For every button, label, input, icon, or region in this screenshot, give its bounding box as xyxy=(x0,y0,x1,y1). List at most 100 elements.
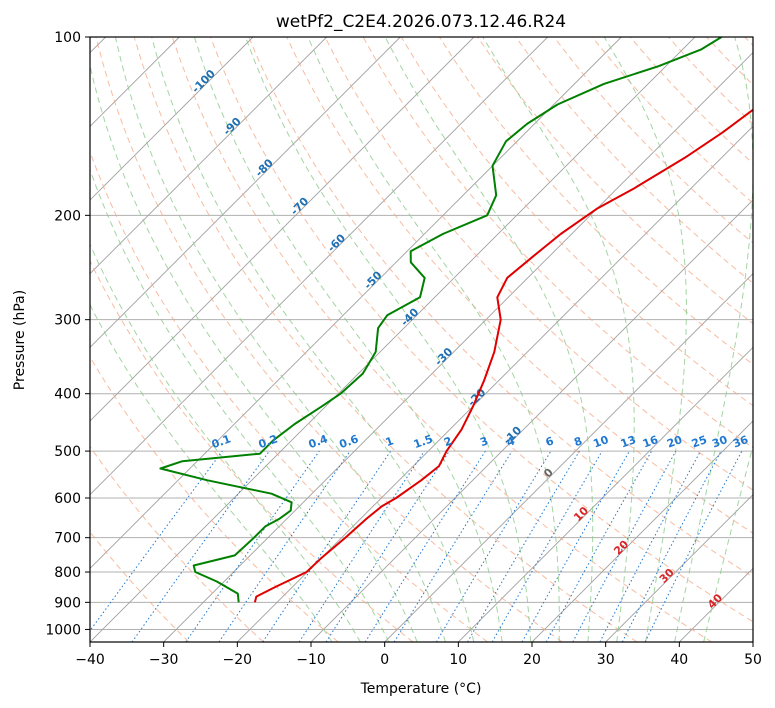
x-tick-label: 40 xyxy=(670,652,688,668)
y-axis-label: Pressure (hPa) xyxy=(12,290,28,390)
isotherm-line xyxy=(90,37,548,496)
mixing-ratio-label: 16 xyxy=(641,433,660,451)
dry-adiabat-line xyxy=(248,37,753,578)
mixing-ratio-line xyxy=(545,450,653,642)
isotherm-line xyxy=(458,346,753,642)
dry-adiabat-line xyxy=(90,259,414,642)
moist-adiabat-line xyxy=(245,37,532,642)
y-tick-label: 800 xyxy=(54,565,81,581)
mixing-ratio-line xyxy=(393,450,513,642)
isotherm-line xyxy=(90,37,401,348)
plot-border xyxy=(89,36,754,643)
x-axis-label: Temperature (°C) xyxy=(360,681,482,697)
isotherm-line xyxy=(384,273,753,642)
mixing-ratio-label: 2 xyxy=(442,434,454,449)
isotherm-line xyxy=(605,494,753,642)
y-axis: 100 200 300 400 500 600 700 800 900 1000 xyxy=(45,30,90,638)
moist-adiabat-line xyxy=(674,37,753,642)
y-tick-label: 200 xyxy=(54,208,81,224)
moist-adiabat-line xyxy=(151,37,475,642)
mixing-ratio-label: 6 xyxy=(544,434,556,449)
moist-adiabat-line xyxy=(703,443,753,642)
moist-adiabats xyxy=(90,37,753,642)
dry-adiabat-line xyxy=(286,37,753,534)
isotherm-line xyxy=(531,420,753,642)
dewpoint-profile-line xyxy=(159,37,723,603)
moist-adiabat-line xyxy=(90,243,361,642)
mixing-ratio-label: 20 xyxy=(665,433,684,451)
dry-adiabat-line xyxy=(210,37,753,623)
moist-adiabat-line xyxy=(384,37,594,642)
x-tick-label: 20 xyxy=(523,652,541,668)
mixing-ratio-label: 3 xyxy=(478,434,490,449)
isotherm-line xyxy=(90,37,696,642)
isotherms xyxy=(90,37,753,642)
dry-adiabat-line xyxy=(90,356,339,642)
y-tick-label: 900 xyxy=(54,595,81,611)
mixing-ratio-label: 8 xyxy=(572,434,584,449)
mixing-ratio-line xyxy=(131,450,270,642)
mixing-ratio-lines xyxy=(90,450,743,642)
moist-adiabat-line xyxy=(307,37,560,642)
y-tick-label: 100 xyxy=(54,30,81,46)
dry-adiabat-line xyxy=(133,37,638,642)
dry-adiabat-line xyxy=(90,445,264,642)
moist-adiabat-line xyxy=(603,37,687,642)
isotherm-line xyxy=(90,37,327,275)
mixing-ratio-label: 0.2 xyxy=(257,432,280,451)
mixing-ratio-label: 30 xyxy=(710,433,729,451)
mixing-ratio-line xyxy=(644,450,743,642)
x-tick-label: −20 xyxy=(223,652,253,668)
y-tick-label: 1000 xyxy=(45,622,81,638)
y-tick-label: 400 xyxy=(54,387,81,403)
x-tick-label: −40 xyxy=(75,652,105,668)
mixing-ratio-label: 1.5 xyxy=(412,432,435,451)
y-tick-label: 600 xyxy=(54,491,81,507)
mixing-ratio-line xyxy=(185,450,320,642)
x-tick-label: 10 xyxy=(449,652,467,668)
x-axis: −40 −30 −20 −10 0 10 20 30 40 50 xyxy=(75,642,762,668)
y-tick-label: 500 xyxy=(54,444,81,460)
mixing-ratio-label: 10 xyxy=(591,433,610,451)
chart-title: wetPf2_C2E4.2026.073.12.46.R24 xyxy=(276,12,566,32)
mixing-ratio-line xyxy=(521,450,630,642)
dry-adiabat-line xyxy=(95,37,563,642)
x-tick-label: −30 xyxy=(149,652,179,668)
x-tick-label: 0 xyxy=(380,652,389,668)
isotherm-line xyxy=(237,125,753,642)
dry-adiabat-line xyxy=(515,37,753,284)
mixing-ratio-label: 25 xyxy=(690,433,709,450)
y-tick-label: 700 xyxy=(54,531,81,547)
moist-adiabat-line xyxy=(193,37,503,642)
mixing-ratio-line xyxy=(572,450,677,642)
mixing-ratio-label: 4 xyxy=(505,434,517,449)
isotherm-line xyxy=(90,37,475,422)
mixing-ratio-label: 13 xyxy=(619,433,638,450)
mixing-ratio-label: 0.1 xyxy=(210,432,233,451)
isotherm-line xyxy=(90,37,254,201)
x-tick-label: 50 xyxy=(744,652,762,668)
moist-adiabat-line xyxy=(90,63,418,642)
dry-adiabat-line xyxy=(171,37,712,642)
y-tick-label: 300 xyxy=(54,313,81,329)
temperature-profile-line xyxy=(253,108,753,603)
sounding-series xyxy=(159,37,753,603)
x-tick-label: −10 xyxy=(296,652,326,668)
mixing-ratio-line xyxy=(262,450,392,642)
dry-adiabats xyxy=(90,37,753,642)
mixing-ratio-line xyxy=(298,450,425,642)
dry-adiabat-line xyxy=(324,37,753,491)
mixing-ratio-label: 0.6 xyxy=(338,432,361,451)
mixing-ratio-label: 0.4 xyxy=(307,432,330,451)
mixing-ratio-label: 1 xyxy=(384,434,396,449)
isotherm-line xyxy=(90,37,622,569)
mixing-ratio-line xyxy=(90,450,223,632)
moist-adiabat-line xyxy=(90,303,333,642)
mixing-ratio-line xyxy=(325,450,450,642)
moist-adiabat-line xyxy=(114,37,446,642)
isotherm-line xyxy=(163,52,753,642)
mixing-ratio-labels: 0.1 0.2 0.4 0.6 1 1.5 2 3 4 6 8 10 13 16 20 25 30 36 xyxy=(210,432,751,451)
